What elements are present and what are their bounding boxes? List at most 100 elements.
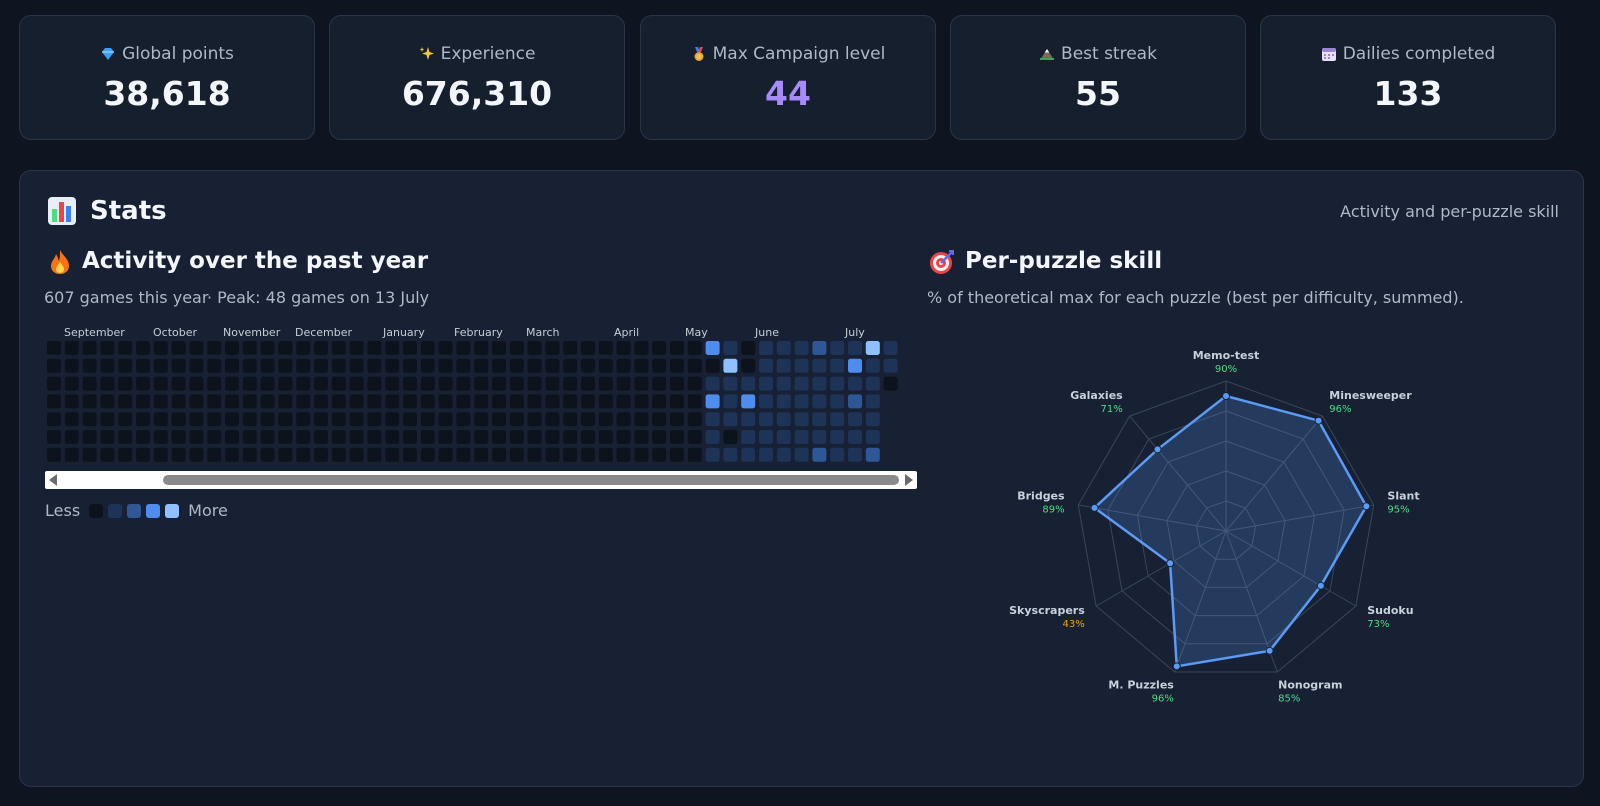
activity-cell[interactable] bbox=[670, 376, 684, 391]
activity-cell[interactable] bbox=[153, 430, 168, 444]
activity-cell[interactable] bbox=[296, 412, 311, 427]
activity-cell[interactable] bbox=[474, 394, 489, 409]
activity-cell[interactable] bbox=[189, 358, 204, 373]
activity-cell[interactable] bbox=[100, 394, 115, 409]
activity-cell[interactable] bbox=[687, 358, 702, 373]
activity-cell[interactable] bbox=[82, 358, 97, 373]
activity-cell[interactable] bbox=[296, 430, 311, 444]
activity-cell[interactable] bbox=[278, 412, 293, 427]
activity-cell[interactable] bbox=[456, 376, 471, 391]
activity-cell[interactable] bbox=[527, 358, 542, 373]
activity-cell[interactable] bbox=[438, 341, 453, 355]
activity-cell[interactable] bbox=[509, 341, 524, 355]
activity-cell[interactable] bbox=[189, 430, 204, 444]
activity-cell[interactable] bbox=[794, 430, 809, 444]
activity-cell[interactable] bbox=[82, 412, 97, 427]
activity-cell[interactable] bbox=[314, 358, 328, 373]
activity-cell[interactable] bbox=[509, 430, 524, 444]
activity-cell[interactable] bbox=[794, 394, 809, 409]
activity-cell[interactable] bbox=[438, 376, 453, 391]
activity-cell[interactable] bbox=[598, 447, 613, 462]
activity-cell[interactable] bbox=[741, 376, 756, 391]
activity-cell[interactable] bbox=[136, 341, 150, 355]
activity-cell[interactable] bbox=[278, 394, 293, 409]
activity-cell[interactable] bbox=[153, 394, 168, 409]
activity-cell[interactable] bbox=[848, 430, 862, 444]
activity-cell[interactable] bbox=[883, 376, 898, 391]
activity-cell[interactable] bbox=[776, 430, 791, 444]
activity-cell[interactable] bbox=[349, 376, 364, 391]
activity-cell[interactable] bbox=[331, 430, 346, 444]
activity-cell[interactable] bbox=[616, 394, 631, 409]
activity-cell[interactable] bbox=[723, 358, 738, 373]
activity-cell[interactable] bbox=[189, 394, 204, 409]
activity-cell[interactable] bbox=[545, 358, 560, 373]
radar-point[interactable] bbox=[1265, 646, 1274, 655]
activity-cell[interactable] bbox=[812, 358, 827, 373]
activity-cell[interactable] bbox=[598, 376, 613, 391]
activity-cell[interactable] bbox=[563, 430, 578, 444]
activity-cell[interactable] bbox=[509, 447, 524, 462]
activity-cell[interactable] bbox=[474, 341, 489, 355]
activity-cell[interactable] bbox=[687, 447, 702, 462]
activity-cell[interactable] bbox=[652, 358, 667, 373]
radar-point[interactable] bbox=[1153, 445, 1162, 454]
activity-cell[interactable] bbox=[670, 394, 684, 409]
activity-cell[interactable] bbox=[794, 341, 809, 355]
activity-cell[interactable] bbox=[581, 376, 595, 391]
activity-cell[interactable] bbox=[652, 447, 667, 462]
activity-cell[interactable] bbox=[136, 447, 150, 462]
activity-cell[interactable] bbox=[64, 447, 79, 462]
activity-cell[interactable] bbox=[545, 376, 560, 391]
activity-cell[interactable] bbox=[812, 412, 827, 427]
activity-cell[interactable] bbox=[527, 376, 542, 391]
activity-cell[interactable] bbox=[260, 358, 275, 373]
activity-cell[interactable] bbox=[474, 447, 489, 462]
activity-cell[interactable] bbox=[563, 376, 578, 391]
activity-cell[interactable] bbox=[403, 358, 417, 373]
activity-cell[interactable] bbox=[420, 447, 435, 462]
activity-cell[interactable] bbox=[474, 376, 489, 391]
activity-cell[interactable] bbox=[776, 376, 791, 391]
activity-cell[interactable] bbox=[581, 430, 595, 444]
activity-cell[interactable] bbox=[598, 341, 613, 355]
activity-cell[interactable] bbox=[420, 376, 435, 391]
activity-cell[interactable] bbox=[349, 430, 364, 444]
activity-cell[interactable] bbox=[581, 394, 595, 409]
activity-cell[interactable] bbox=[331, 447, 346, 462]
activity-cell[interactable] bbox=[438, 412, 453, 427]
activity-cell[interactable] bbox=[171, 447, 186, 462]
activity-cell[interactable] bbox=[776, 447, 791, 462]
activity-cell[interactable] bbox=[812, 447, 827, 462]
activity-cell[interactable] bbox=[776, 358, 791, 373]
activity-cell[interactable] bbox=[118, 358, 133, 373]
activity-cell[interactable] bbox=[420, 430, 435, 444]
activity-cell[interactable] bbox=[705, 376, 720, 391]
activity-cell[interactable] bbox=[687, 394, 702, 409]
activity-cell[interactable] bbox=[759, 394, 773, 409]
activity-cell[interactable] bbox=[47, 447, 61, 462]
activity-cell[interactable] bbox=[456, 358, 471, 373]
activity-cell[interactable] bbox=[260, 447, 275, 462]
activity-cell[interactable] bbox=[314, 412, 328, 427]
activity-cell[interactable] bbox=[331, 412, 346, 427]
radar-point[interactable] bbox=[1090, 503, 1099, 512]
activity-cell[interactable] bbox=[652, 376, 667, 391]
activity-cell[interactable] bbox=[385, 394, 400, 409]
radar-point[interactable] bbox=[1166, 559, 1175, 568]
activity-cell[interactable] bbox=[776, 412, 791, 427]
activity-cell[interactable] bbox=[136, 394, 150, 409]
activity-cell[interactable] bbox=[242, 412, 257, 427]
radar-point[interactable] bbox=[1362, 502, 1371, 511]
activity-cell[interactable] bbox=[830, 341, 845, 355]
activity-cell[interactable] bbox=[314, 430, 328, 444]
activity-cell[interactable] bbox=[527, 430, 542, 444]
activity-cell[interactable] bbox=[652, 394, 667, 409]
activity-cell[interactable] bbox=[776, 394, 791, 409]
activity-cell[interactable] bbox=[687, 341, 702, 355]
activity-cell[interactable] bbox=[563, 447, 578, 462]
activity-cell[interactable] bbox=[723, 394, 738, 409]
activity-cell[interactable] bbox=[634, 394, 649, 409]
activity-cell[interactable] bbox=[759, 358, 773, 373]
activity-cell[interactable] bbox=[242, 394, 257, 409]
